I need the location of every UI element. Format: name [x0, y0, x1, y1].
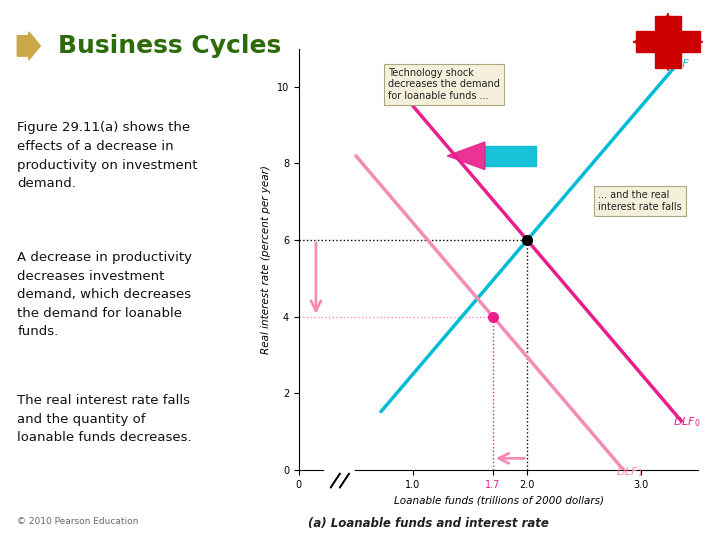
Text: The real interest rate falls
and the quantity of
loanable funds decreases.: The real interest rate falls and the qua…	[17, 394, 192, 444]
Text: Figure 29.11(a) shows the
effects of a decrease in
productivity on investment
de: Figure 29.11(a) shows the effects of a d…	[17, 122, 198, 190]
Text: $DLF_1$: $DLF_1$	[616, 465, 644, 479]
Text: A decrease in productivity
decreases investment
demand, which decreases
the dema: A decrease in productivity decreases inv…	[17, 251, 192, 338]
Bar	[655, 16, 680, 68]
Text: Technology shock
decreases the demand
for loanable funds ...: Technology shock decreases the demand fo…	[388, 68, 500, 101]
Text: ... and the real
interest rate falls: ... and the real interest rate falls	[598, 190, 682, 212]
FancyArrow shape	[17, 32, 40, 60]
X-axis label: Loanable funds (trillions of 2000 dollars): Loanable funds (trillions of 2000 dollar…	[394, 495, 603, 505]
Text: © 2010 Pearson Education: © 2010 Pearson Education	[17, 517, 139, 526]
Text: $DLF_0$: $DLF_0$	[673, 415, 701, 429]
Bar	[636, 31, 700, 52]
Y-axis label: Real interest rate (percent per year): Real interest rate (percent per year)	[261, 165, 271, 354]
Text: (a) Loanable funds and interest rate: (a) Loanable funds and interest rate	[308, 516, 549, 530]
Text: Business Cycles: Business Cycles	[58, 34, 281, 58]
FancyArrow shape	[447, 142, 485, 170]
FancyArrow shape	[485, 146, 536, 166]
Text: SLF: SLF	[670, 59, 690, 69]
